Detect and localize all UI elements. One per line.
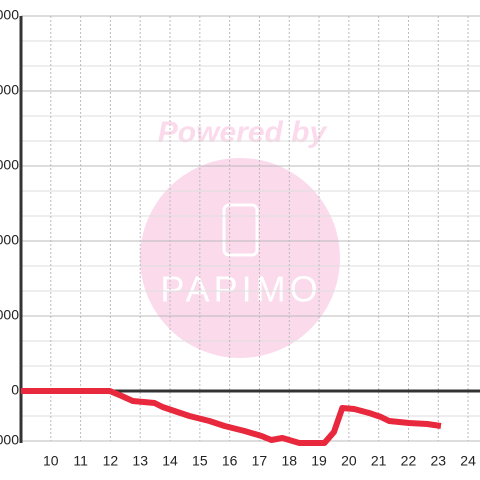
x-tick-label: 15 [192,453,208,469]
y-tick-label: 90,000 [0,157,19,173]
data-line [21,388,442,446]
x-tick-label: 18 [281,453,297,469]
x-tick-label: 20 [341,453,357,469]
x-tick-label: 24 [460,453,476,469]
x-tick-label: 16 [222,453,238,469]
x-tick-label: 13 [132,453,148,469]
x-tick-label: 11 [73,453,88,469]
x-tick-label: 19 [311,453,327,469]
watermark-phone [222,203,259,257]
x-tick-label: 23 [430,453,446,469]
x-tick-label: 12 [103,453,119,469]
y-tick-label: 30,000 [0,307,19,323]
y-tick-label: 150,000 [0,7,19,23]
watermark-circle [140,158,340,358]
x-tick-label: 22 [401,453,417,469]
y-tick-label: 60,000 [0,232,19,248]
x-tick-label: 17 [252,453,268,469]
x-tick-label: 14 [162,453,178,469]
y-tick-label: 120,000 [0,82,19,98]
x-tick-label: 10 [43,453,59,469]
watermark: Powered by PAPIMO [140,116,340,358]
watermark-text: Powered by [158,116,328,149]
y-tick-label: -20,000 [0,432,19,448]
x-tick-label: 21 [371,453,387,469]
watermark-brand: PAPIMO [160,269,321,310]
y-tick-label: 0 [11,382,19,398]
